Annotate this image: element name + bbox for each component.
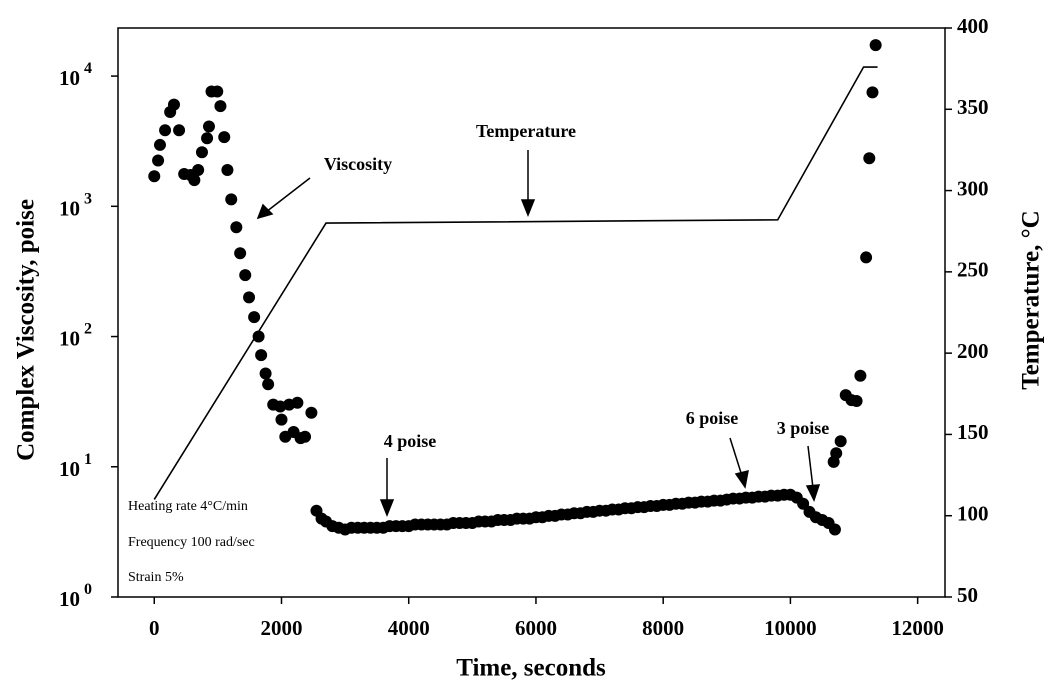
data-point <box>248 311 261 324</box>
annotation: 3 poise <box>777 418 830 438</box>
series-label: Viscosity <box>324 154 392 174</box>
data-point <box>828 523 841 536</box>
arrow <box>807 445 814 489</box>
plot-frame <box>117 27 946 598</box>
data-point <box>275 413 288 426</box>
data-point <box>225 193 238 206</box>
x-tick-label: 2000 <box>260 616 302 640</box>
data-point <box>262 378 275 391</box>
note: Strain 5% <box>128 570 184 585</box>
y-tick-label: 10 3 <box>59 190 92 220</box>
x-tick-label: 12000 <box>891 616 944 640</box>
data-point <box>218 131 231 144</box>
data-point <box>153 138 166 151</box>
arrow <box>265 177 311 213</box>
data-point <box>299 430 312 443</box>
data-point <box>214 100 227 113</box>
y2-tick-label: 250 <box>957 258 989 282</box>
data-point <box>173 124 186 137</box>
y-tick-label: 10 4 <box>59 60 92 90</box>
arrowhead <box>256 203 274 220</box>
y2-tick-label: 100 <box>957 502 989 526</box>
data-point <box>850 394 863 407</box>
arrow <box>729 437 743 477</box>
y-tick-label: 10 0 <box>59 581 92 611</box>
data-point <box>860 251 873 264</box>
annotation: 4 poise <box>384 431 437 451</box>
data-point <box>243 291 256 304</box>
data-point <box>797 497 810 510</box>
note: Heating rate 4°C/min <box>128 499 248 514</box>
data-point <box>234 247 247 260</box>
arrowhead <box>734 469 749 489</box>
data-point <box>866 86 879 99</box>
y-tick-label: 10 2 <box>59 320 92 350</box>
data-point <box>202 120 215 133</box>
data-point <box>854 369 867 382</box>
note: Frequency 100 rad/sec <box>128 535 255 550</box>
data-point <box>259 367 272 380</box>
y-axis-label: Complex Viscosity, poise <box>13 199 40 461</box>
data-point <box>291 396 304 409</box>
data-point <box>252 330 265 343</box>
x-tick-label: 10000 <box>764 616 817 640</box>
y2-tick-label: 400 <box>957 14 989 38</box>
data-point <box>239 269 252 282</box>
data-point <box>201 132 214 145</box>
data-point <box>159 124 172 137</box>
x-tick-label: 4000 <box>388 616 430 640</box>
x-axis-label: Time, seconds <box>456 655 606 682</box>
data-point <box>167 98 180 111</box>
data-point <box>211 85 224 98</box>
data-point <box>152 154 165 167</box>
series-label: Temperature <box>476 121 576 141</box>
y-tick-label: 10 1 <box>59 450 92 480</box>
data-point <box>188 174 201 187</box>
data-point <box>305 406 318 419</box>
data-point <box>863 152 876 165</box>
y2-tick-label: 200 <box>957 339 989 363</box>
x-tick-label: 0 <box>149 616 160 640</box>
y2-tick-label: 350 <box>957 95 989 119</box>
x-tick-label: 8000 <box>642 616 684 640</box>
y2-tick-label: 150 <box>957 420 989 444</box>
arrowhead <box>379 499 395 518</box>
data-point <box>255 349 268 362</box>
y2-tick-label: 50 <box>957 583 978 607</box>
data-point <box>230 221 243 234</box>
data-point <box>221 164 234 177</box>
data-point <box>274 400 287 413</box>
arrowhead <box>805 484 821 502</box>
arrowhead <box>520 199 536 218</box>
temperature-line <box>153 66 878 500</box>
data-point <box>869 39 882 52</box>
data-point <box>148 170 161 183</box>
y2-tick-label: 300 <box>957 176 989 200</box>
data-point <box>830 447 843 460</box>
arrows <box>256 150 821 518</box>
y2-axis-label: Temperature, °C <box>1018 210 1045 389</box>
annotation: 6 poise <box>686 408 739 428</box>
x-tick-label: 6000 <box>515 616 557 640</box>
data-point <box>192 164 205 177</box>
data-point <box>195 146 208 159</box>
data-point <box>834 435 847 448</box>
